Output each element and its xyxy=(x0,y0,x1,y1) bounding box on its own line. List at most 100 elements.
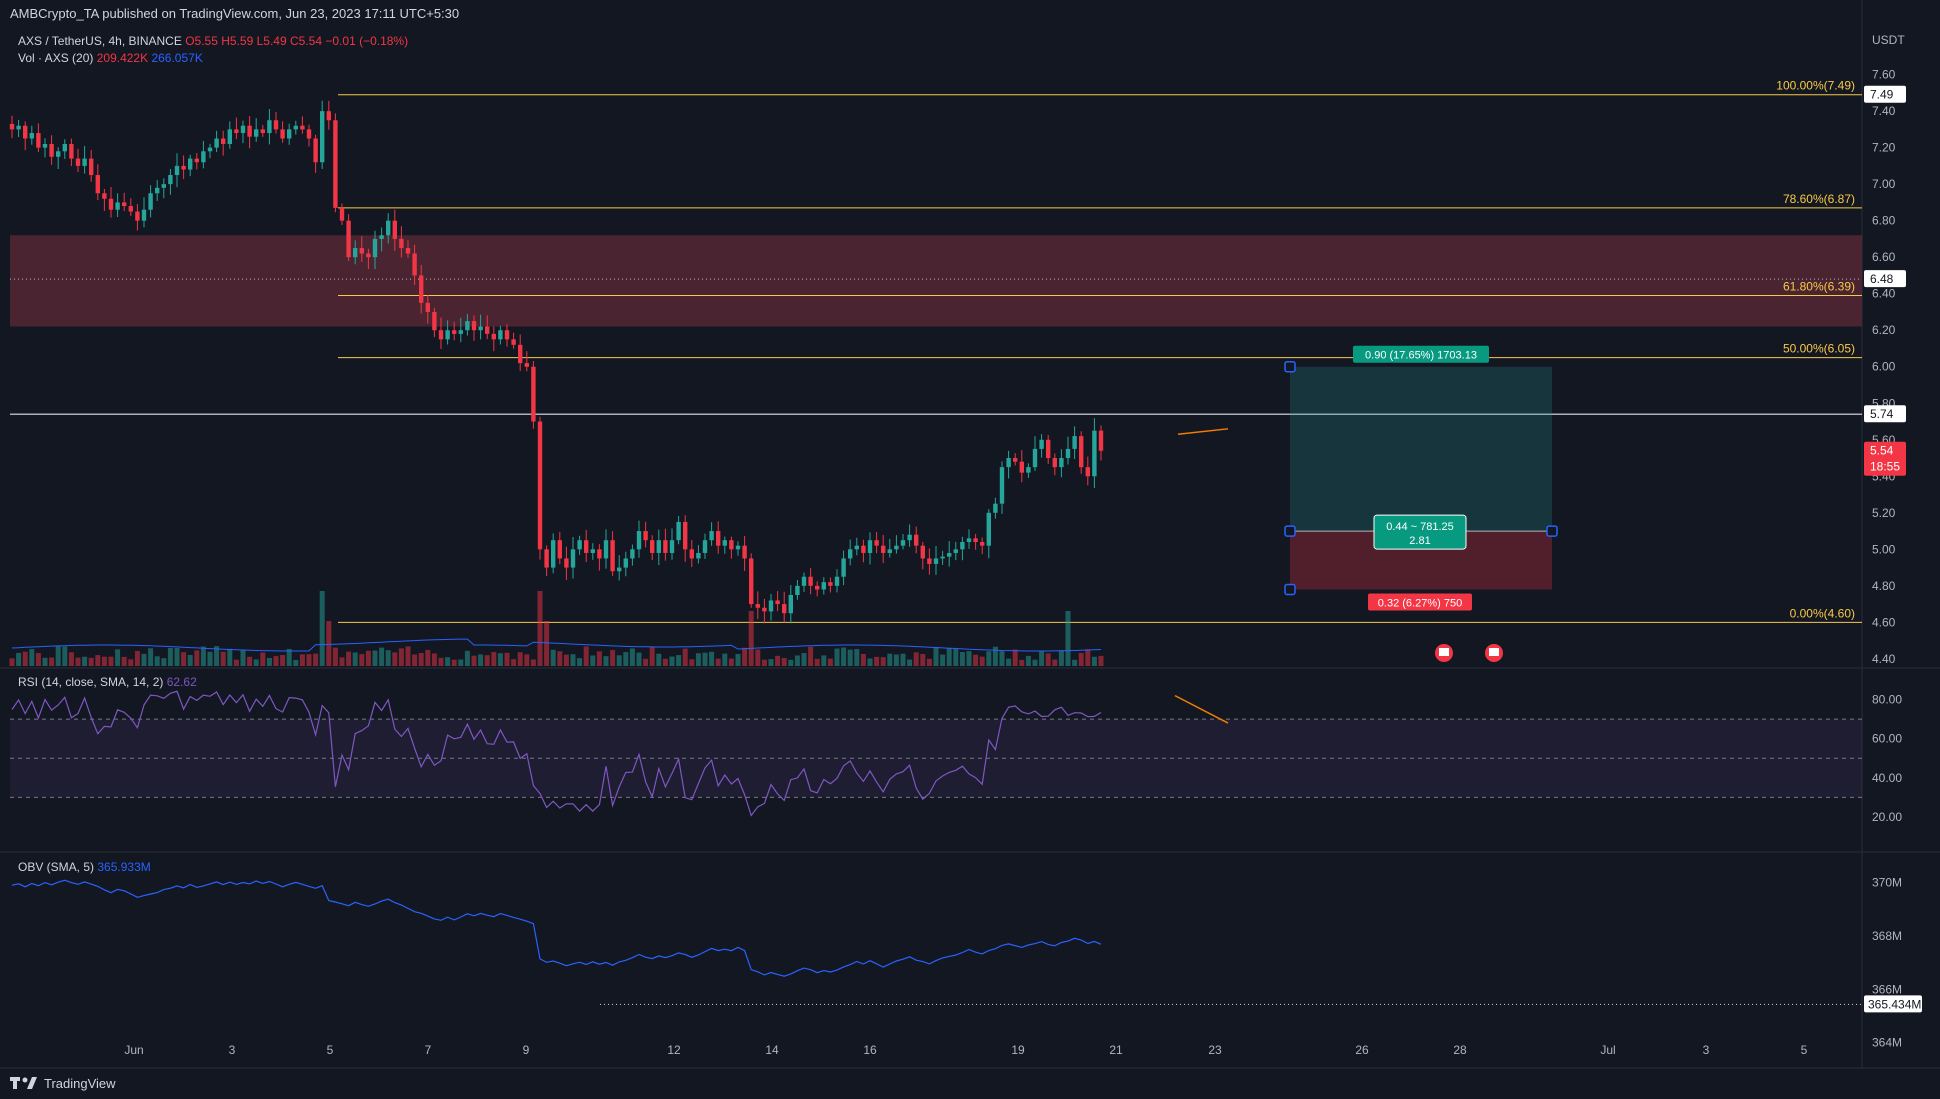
position-stop-label-bg xyxy=(1368,593,1472,611)
volume-bar xyxy=(405,646,411,666)
candle-body xyxy=(478,326,483,331)
candle-body xyxy=(29,133,34,139)
supply-zone xyxy=(10,235,1862,327)
position-target-label-bg xyxy=(1353,345,1489,363)
volume-bar xyxy=(1078,652,1084,666)
volume-bar xyxy=(629,648,635,666)
candle-body xyxy=(1013,458,1018,462)
candle-body xyxy=(445,330,450,340)
price-tag-zone: 6.48 xyxy=(1870,272,1894,286)
volume-bar xyxy=(801,653,807,666)
ohlc-high: H5.59 xyxy=(221,34,254,48)
volume-bar xyxy=(748,611,754,666)
volume-bar xyxy=(590,655,596,666)
volume-bar xyxy=(821,655,827,666)
volume-bar xyxy=(616,655,622,666)
volume-bar xyxy=(412,654,418,666)
candle-body xyxy=(234,129,239,134)
volume-value: 209.422K xyxy=(96,51,149,65)
volume-bar xyxy=(148,648,154,666)
obv-label[interactable]: OBV (SMA, 5) xyxy=(18,860,95,874)
volume-bar xyxy=(504,652,510,666)
obv-line xyxy=(11,879,1102,977)
obv-axis-tick: 370M xyxy=(1872,876,1902,890)
price-axis-tick: 5.20 xyxy=(1872,506,1896,520)
volume-bar xyxy=(860,653,866,666)
volume-bar xyxy=(1039,651,1045,666)
symbol-name[interactable]: AXS / TetherUS, 4h, BINANCE xyxy=(18,34,182,48)
candle-body xyxy=(1032,448,1038,468)
candle-body xyxy=(419,275,424,303)
candle-body xyxy=(980,542,985,546)
volume-bar xyxy=(920,653,926,666)
volume-bar xyxy=(339,657,345,666)
obv-legend: OBV (SMA, 5) 365.933M xyxy=(18,860,151,874)
candle-body xyxy=(689,549,694,559)
volume-bar xyxy=(702,652,708,666)
volume-bar xyxy=(200,646,206,666)
time-axis-tick: 9 xyxy=(523,1043,530,1057)
candle-body xyxy=(960,542,965,550)
price-tag-high: 7.49 xyxy=(1870,88,1894,102)
volume-bar xyxy=(22,651,28,666)
time-axis-tick: 7 xyxy=(425,1043,432,1057)
candle-body xyxy=(999,467,1005,504)
candle-body xyxy=(379,235,384,239)
candle-body xyxy=(1085,467,1090,477)
candle-body xyxy=(188,158,193,170)
divergence-line-rsi xyxy=(1174,694,1229,724)
volume-bar xyxy=(689,659,695,666)
candle-body xyxy=(590,549,595,553)
price-axis-tick: 6.60 xyxy=(1872,250,1896,264)
volume-bar xyxy=(992,646,998,666)
volume-bar xyxy=(497,653,503,666)
volume-bar xyxy=(966,651,972,666)
volume-label[interactable]: Vol · AXS (20) xyxy=(18,51,94,65)
position-target-label: 0.90 (17.65%) 1703.13 xyxy=(1365,350,1477,362)
price-axis-tick: 4.60 xyxy=(1872,615,1896,629)
volume-bar xyxy=(999,651,1005,666)
candle-body xyxy=(749,558,754,605)
volume-bar xyxy=(669,656,675,666)
volume-bar xyxy=(570,654,576,666)
volume-bar xyxy=(1032,659,1038,666)
candle-body xyxy=(696,552,701,559)
volume-bar xyxy=(108,656,114,666)
volume-bar xyxy=(623,652,629,666)
candle-body xyxy=(333,120,338,208)
volume-bar xyxy=(1085,649,1091,666)
volume-bar xyxy=(359,654,365,666)
price-tag-last-bg xyxy=(1864,441,1906,476)
candle-body xyxy=(782,604,787,614)
volume-bar xyxy=(379,647,385,666)
volume-bar xyxy=(134,650,140,666)
volume-bar xyxy=(346,651,352,666)
volume-bar xyxy=(141,653,147,666)
candle-body xyxy=(603,540,609,559)
price-tag-countdown: 18:55 xyxy=(1870,460,1900,474)
candle-body xyxy=(207,147,213,152)
candle-body xyxy=(841,558,846,577)
volume-bar xyxy=(154,656,160,666)
ohlc-open: O5.55 xyxy=(185,34,218,48)
rsi-label[interactable]: RSI (14, close, SMA, 14, 2) xyxy=(18,675,164,689)
volume-bar xyxy=(306,654,312,666)
volume-bar xyxy=(214,646,220,666)
candle-body xyxy=(927,558,932,564)
candle-body xyxy=(504,330,510,340)
volume-bar xyxy=(29,649,35,666)
tradingview-logo-icon xyxy=(10,1077,37,1089)
volume-bar xyxy=(491,652,497,666)
candle-body xyxy=(947,552,952,557)
obv-axis-tick: 364M xyxy=(1872,1036,1902,1050)
candle-body xyxy=(62,143,67,152)
volume-bar xyxy=(959,651,965,666)
volume-bar xyxy=(273,656,279,666)
fib-level-label: 61.80%(6.39) xyxy=(1783,280,1855,294)
position-handle xyxy=(1284,583,1296,596)
volume-bar xyxy=(16,652,22,666)
candle-body xyxy=(313,138,318,163)
candle-body xyxy=(254,129,259,137)
candle-body xyxy=(821,582,826,590)
